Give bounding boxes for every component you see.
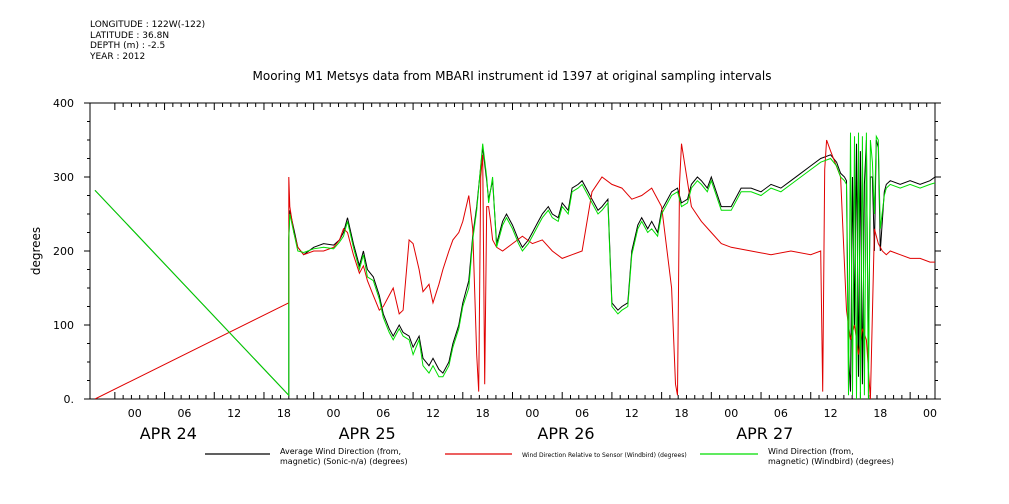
- x-tick-label: 00: [327, 407, 341, 420]
- chart-title: Mooring M1 Metsys data from MBARI instru…: [253, 69, 772, 83]
- x-tick-label: 12: [227, 407, 241, 420]
- legend-label-1-line2: magnetic) (Sonic-n/a) (degrees): [280, 457, 408, 466]
- y-tick-label: 300: [53, 171, 74, 184]
- x-tick-label: 06: [575, 407, 589, 420]
- axes: 0. 100 200 300 400 00 06 12 18 00 06 12 18 00 06 12 18 00…: [53, 97, 941, 443]
- series-line-2: [94, 139, 935, 399]
- legend-label-2: Wind Direction Relative to Sensor (Windb…: [522, 452, 687, 459]
- y-tick-label: 100: [53, 319, 74, 332]
- depth-label: DEPTH (m) : -2.5: [90, 41, 166, 51]
- x-tick-label: 00: [724, 407, 738, 420]
- legend: Average Wind Direction (from,magnetic) (…: [205, 447, 894, 466]
- x-tick-label: 06: [177, 407, 191, 420]
- day-label: APR 26: [537, 424, 594, 443]
- latitude-label: LATITUDE : 36.8N: [90, 30, 170, 41]
- x-tick-label: 12: [625, 407, 639, 420]
- x-tick-label: 00: [923, 407, 937, 420]
- x-tick-label: 18: [277, 407, 291, 420]
- x-tick-label: 00: [128, 407, 142, 420]
- series-line-3: [94, 132, 935, 399]
- x-tick-label: 06: [774, 407, 788, 420]
- legend-label-3-line2: magnetic) (Windbird) (degrees): [768, 457, 894, 466]
- x-tick-label: 18: [873, 407, 887, 420]
- legend-label-1: Average Wind Direction (from,: [280, 447, 401, 456]
- x-tick-label: 12: [426, 407, 440, 420]
- longitude-label: LONGITUDE : 122W(-122): [90, 20, 206, 30]
- x-tick-label: 18: [476, 407, 490, 420]
- x-tick-label: 12: [824, 407, 838, 420]
- day-label: APR 27: [736, 424, 793, 443]
- plot-frame: [89, 102, 936, 400]
- y-tick-label: 0.: [64, 393, 75, 406]
- y-axis-label: degrees: [29, 227, 43, 275]
- year-label: YEAR : 2012: [90, 51, 146, 62]
- day-label: APR 24: [140, 424, 197, 443]
- legend-label-3: Wind Direction (from,: [768, 447, 854, 456]
- series-line-1: [94, 139, 935, 397]
- y-tick-label: 200: [53, 245, 74, 258]
- x-tick-label: 00: [525, 407, 539, 420]
- metadata-block: LONGITUDE : 122W(-122) LATITUDE : 36.8N …: [90, 20, 205, 62]
- day-label: APR 25: [339, 424, 396, 443]
- x-tick-label: 18: [675, 407, 689, 420]
- y-tick-label: 400: [53, 97, 74, 110]
- x-tick-label: 06: [376, 407, 390, 420]
- series-layer: [94, 132, 935, 399]
